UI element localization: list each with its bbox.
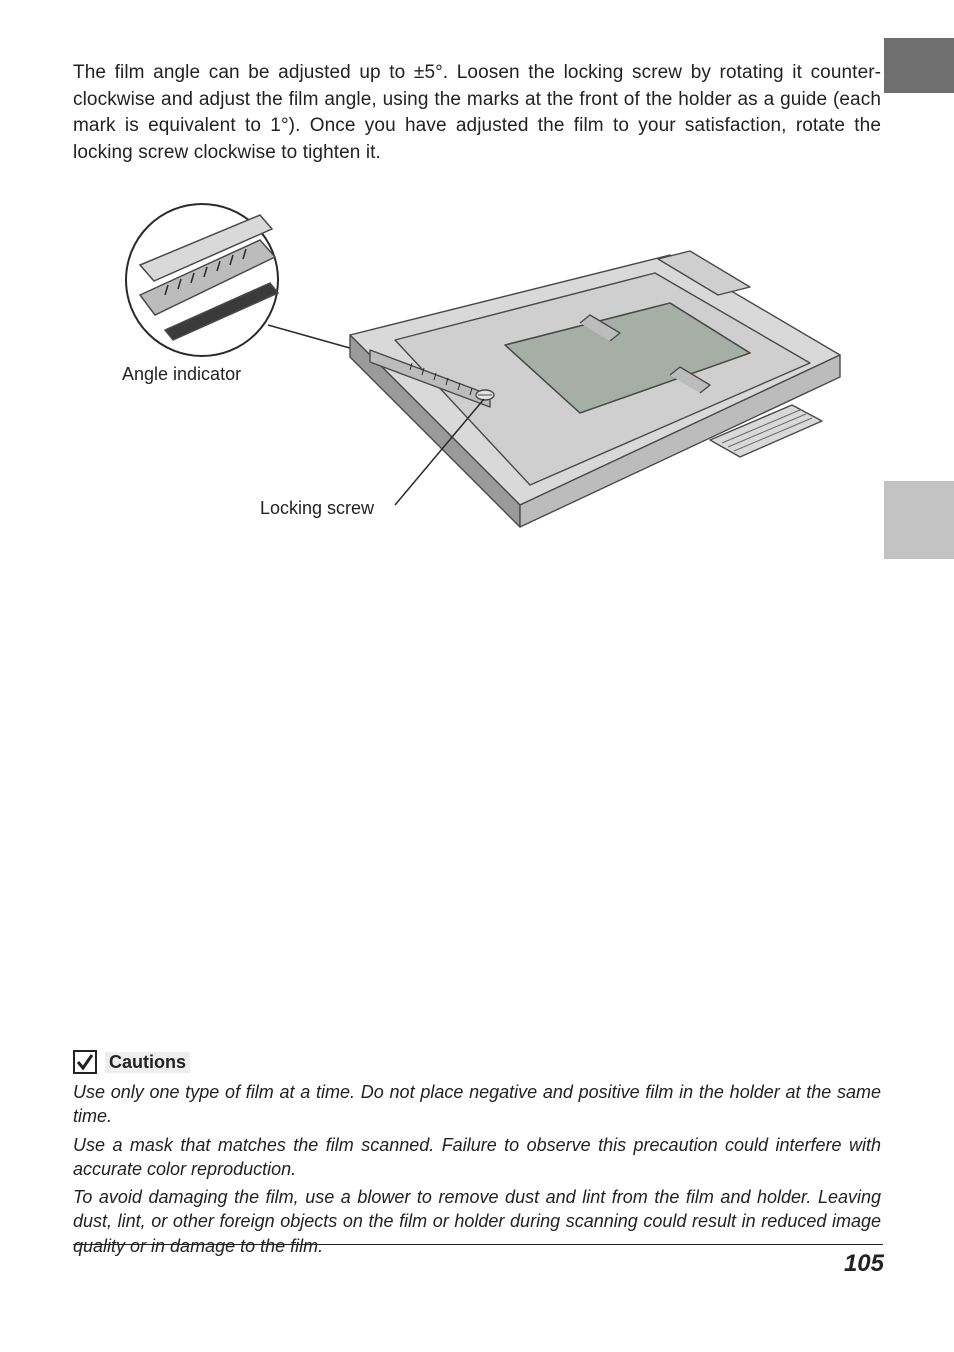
caution-paragraph: Use a mask that matches the film scanned…: [73, 1133, 881, 1182]
angle-indicator-label: Angle indicator: [122, 364, 241, 385]
angle-indicator-inset: [126, 204, 278, 356]
side-tab-light: [884, 481, 954, 559]
cautions-body: Use only one type of film at a time. Do …: [73, 1080, 881, 1262]
cautions-title: Cautions: [105, 1052, 190, 1073]
caution-icon: [73, 1050, 97, 1074]
cautions-header: Cautions: [73, 1050, 190, 1074]
body-paragraph: The film angle can be adjusted up to ±5°…: [73, 60, 881, 166]
manual-page: The film angle can be adjusted up to ±5°…: [0, 0, 954, 1352]
side-tab-dark: [884, 38, 954, 93]
locking-screw-label: Locking screw: [260, 498, 374, 519]
footer-rule: [73, 1244, 883, 1245]
caution-paragraph: Use only one type of film at a time. Do …: [73, 1080, 881, 1129]
page-number: 105: [844, 1250, 884, 1278]
caution-paragraph: To avoid damaging the film, use a blower…: [73, 1185, 881, 1258]
